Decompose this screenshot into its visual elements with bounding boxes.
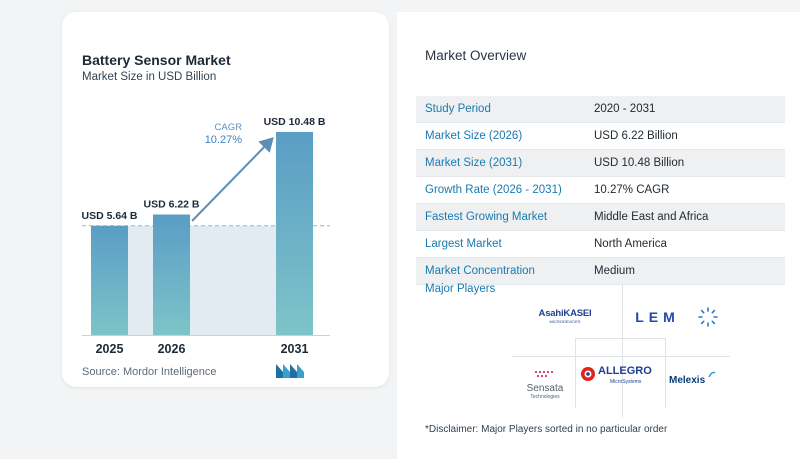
category-label-2025: 2025 (96, 342, 124, 356)
row-label: Fastest Growing Market (425, 211, 548, 223)
asahi-kasei-logo: AsahiKASEI MICRODEVICES (525, 308, 605, 324)
bar-2025 (91, 225, 128, 335)
sensata-logo: Sensata Technologies (520, 365, 570, 400)
chart-card: Battery Sensor Market Market Size in USD… (62, 12, 389, 387)
cagr-label: CAGR (215, 122, 243, 133)
cagr-arrow (191, 137, 274, 222)
asahi-logo-text: AsahiKASEI (538, 308, 592, 319)
allegro-logo-sub: MicroSystems (610, 379, 642, 385)
overview-title: Market Overview (425, 48, 527, 63)
overview-row-fastest-growing: Fastest Growing Market Middle East and A… (416, 204, 785, 231)
cagr-value: 10.27% (205, 134, 243, 146)
bar-2031 (276, 132, 313, 335)
row-label: Market Size (2031) (425, 157, 523, 169)
bar-2026 (153, 214, 190, 335)
players-box-top (575, 338, 665, 339)
mordor-logo-icon (276, 364, 304, 378)
melexis-logo: Melexis (669, 375, 706, 386)
row-label: Market Size (2026) (425, 130, 523, 142)
chart-title: Battery Sensor Market (82, 52, 231, 68)
bar-chart: USD 5.64 B 2025 USD 6.22 B 2026 USD 10.48 B 2… (81, 116, 330, 356)
row-label: Study Period (425, 103, 491, 115)
allegro-logo-text: ALLEGRO (598, 365, 652, 377)
row-value: 2020 - 2031 (594, 103, 656, 115)
row-label: Market Concentration (425, 265, 535, 277)
players-box-left (575, 338, 576, 408)
row-value: Medium (594, 265, 635, 277)
players-box-right (665, 338, 666, 408)
overview-table: Study Period 2020 - 2031 Market Size (20… (416, 96, 785, 285)
lem-logo: LEM (635, 309, 680, 325)
major-players-title: Major Players (425, 283, 496, 295)
category-label-2026: 2026 (158, 342, 186, 356)
allegro-circle-icon (581, 367, 595, 381)
overview-row-study-period: Study Period 2020 - 2031 (416, 96, 785, 123)
row-value: 10.27% CAGR (594, 184, 670, 196)
chart-subtitle: Market Size in USD Billion (82, 71, 217, 83)
melexis-swoosh-icon (708, 371, 716, 378)
overview-row-concentration: Market Concentration Medium (416, 258, 785, 285)
sensata-logo-sub: Technologies (530, 394, 560, 400)
value-label-2025: USD 5.64 B (81, 210, 137, 222)
players-divider-vertical (622, 285, 623, 417)
overview-row-growth-rate: Growth Rate (2026 - 2031) 10.27% CAGR (416, 177, 785, 204)
lem-burst-icon (698, 307, 718, 327)
overview-row-market-size-2031: Market Size (2031) USD 10.48 Billion (416, 150, 785, 177)
overview-row-largest-market: Largest Market North America (416, 231, 785, 258)
value-label-2031: USD 10.48 B (264, 116, 326, 128)
asahi-logo-sub: MICRODEVICES (549, 319, 581, 324)
players-divider-horizontal (512, 356, 730, 357)
category-label-2031: 2031 (281, 342, 309, 356)
row-value: Middle East and Africa (594, 211, 709, 223)
value-label-2026: USD 6.22 B (143, 199, 199, 211)
row-value: North America (594, 238, 667, 250)
chart-source: Source: Mordor Intelligence (82, 366, 217, 378)
row-label: Growth Rate (2026 - 2031) (425, 184, 562, 196)
sensata-dots-icon (535, 371, 553, 377)
disclaimer: *Disclaimer: Major Players sorted in no … (425, 424, 668, 435)
market-overview-panel: Market Overview Study Period 2020 - 2031… (397, 12, 800, 459)
overview-row-market-size-2026: Market Size (2026) USD 6.22 Billion (416, 123, 785, 150)
row-label: Largest Market (425, 238, 502, 250)
sensata-logo-text: Sensata (526, 383, 564, 394)
row-value: USD 10.48 Billion (594, 157, 685, 169)
row-value: USD 6.22 Billion (594, 130, 678, 142)
